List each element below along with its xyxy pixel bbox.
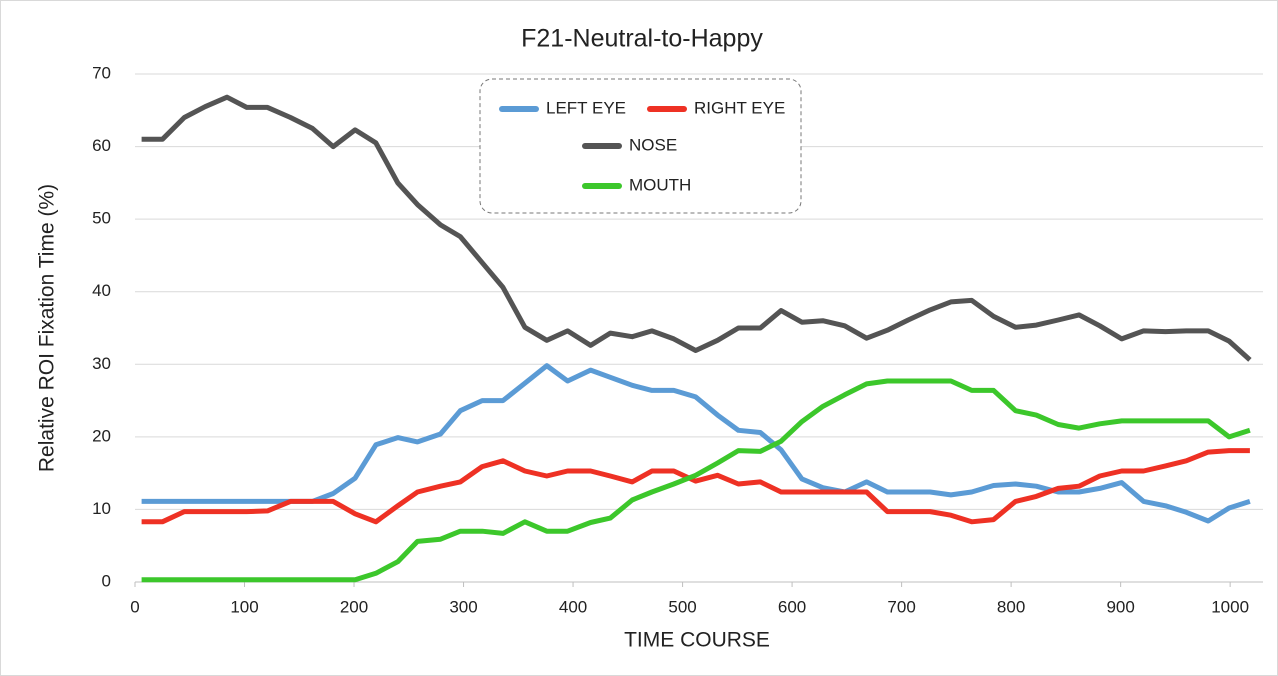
- legend: LEFT EYE RIGHT EYE NOSE MOUTH: [499, 98, 785, 194]
- x-tick-label: 700: [887, 597, 915, 616]
- y-tick-label: 50: [92, 209, 111, 228]
- series-line: [141, 363, 1251, 524]
- x-tick-label: 0: [130, 597, 139, 616]
- x-tick-label: 100: [230, 597, 258, 616]
- x-tick-label: 200: [340, 597, 368, 616]
- legend-label: MOUTH: [629, 175, 691, 194]
- legend-label: NOSE: [629, 135, 677, 154]
- x-tick-label: 600: [778, 597, 806, 616]
- x-tick-label: 500: [668, 597, 696, 616]
- series-line: [141, 448, 1250, 525]
- x-tick-label: 900: [1106, 597, 1134, 616]
- y-tick-label: 20: [92, 426, 111, 445]
- x-axis-label: TIME COURSE: [624, 629, 770, 652]
- y-axis-label: Relative ROI Fixation Time (%): [36, 184, 59, 472]
- y-tick-label: 10: [92, 499, 111, 518]
- x-tick-label: 300: [449, 597, 477, 616]
- y-tick-label: 0: [102, 571, 111, 590]
- plot-lines: [141, 94, 1252, 583]
- x-tick-label: 1000: [1211, 597, 1249, 616]
- legend-box: [479, 78, 802, 214]
- series-line: [141, 94, 1252, 362]
- y-tick-label: 70: [92, 63, 111, 82]
- legend-label: LEFT EYE: [546, 98, 626, 117]
- legend-label: RIGHT EYE: [694, 98, 785, 117]
- x-tick-label: 800: [997, 597, 1025, 616]
- x-tick-label: 400: [559, 597, 587, 616]
- y-tick-label: 60: [92, 136, 111, 155]
- series-line: [141, 378, 1251, 583]
- chart-title: F21-Neutral-to-Happy: [521, 25, 763, 53]
- y-tick-label: 40: [92, 281, 111, 300]
- y-tick-label: 30: [92, 354, 111, 373]
